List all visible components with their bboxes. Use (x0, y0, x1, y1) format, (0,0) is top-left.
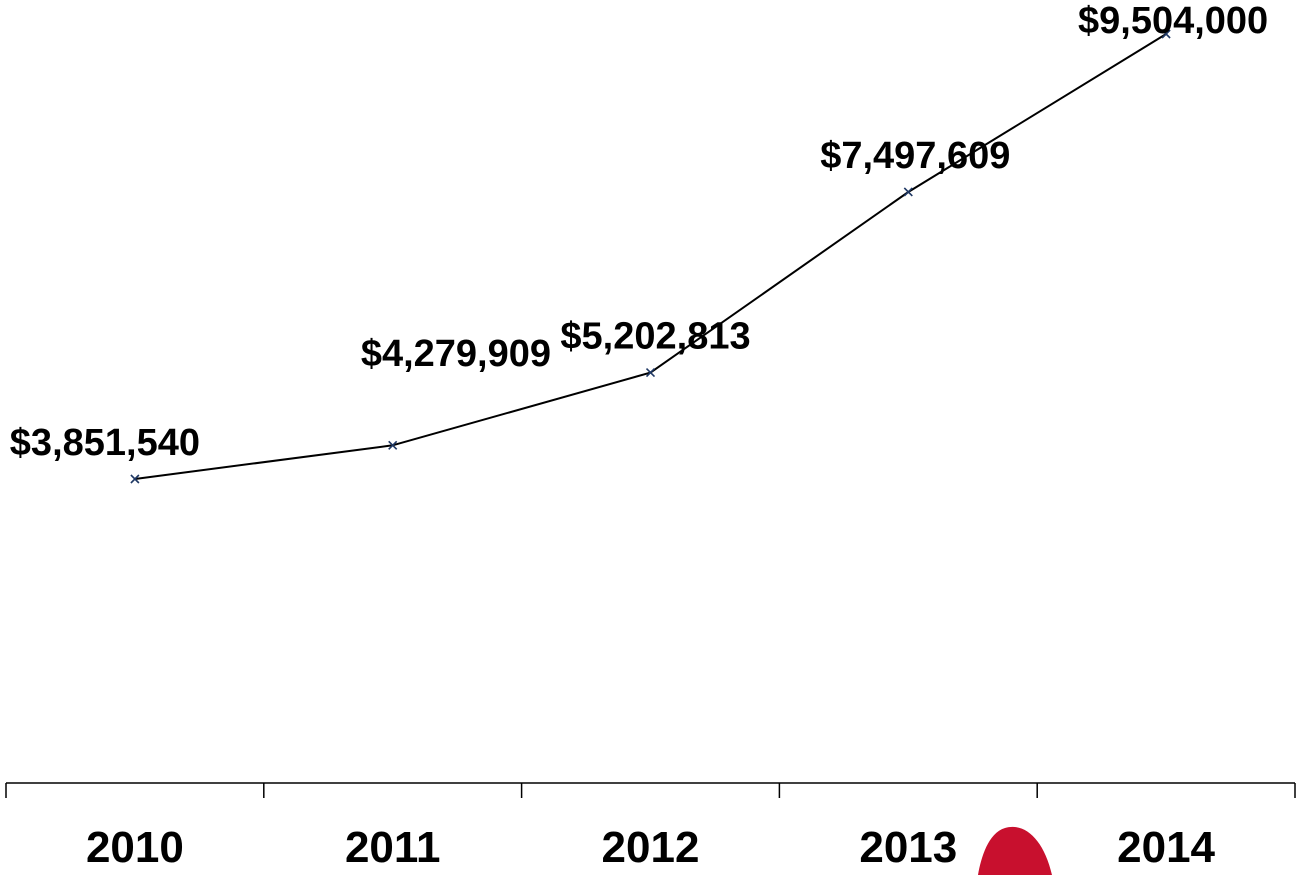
x-tick-label: 2014 (1117, 823, 1215, 872)
series-layer (134, 33, 1167, 480)
data-label: $9,504,000 (1078, 0, 1268, 42)
data-label: $5,202,813 (560, 316, 750, 358)
data-point-marker (1161, 29, 1171, 39)
data-label: $3,851,540 (10, 422, 200, 464)
data-point-marker (645, 368, 656, 378)
data-label: $4,279,909 (361, 333, 551, 375)
data-point-marker (388, 440, 398, 450)
marker-layer (130, 29, 1171, 484)
data-label: $7,497,609 (820, 135, 1010, 177)
data-point-marker (130, 474, 140, 484)
x-tick-label: 2012 (602, 823, 700, 872)
series-line (134, 33, 1167, 480)
data-label-layer: $3,851,540 $4,279,909 $5,202,813 $7,497,609… (10, 0, 1268, 464)
x-tick-label: 2013 (859, 823, 957, 872)
red-decorative-shape (978, 826, 1052, 875)
x-tick-label: 2010 (86, 823, 184, 872)
x-tick-label: 2011 (345, 823, 440, 872)
data-point-marker (903, 187, 913, 197)
x-axis: 2010 2011 2012 2013 2014 (5, 782, 1296, 872)
